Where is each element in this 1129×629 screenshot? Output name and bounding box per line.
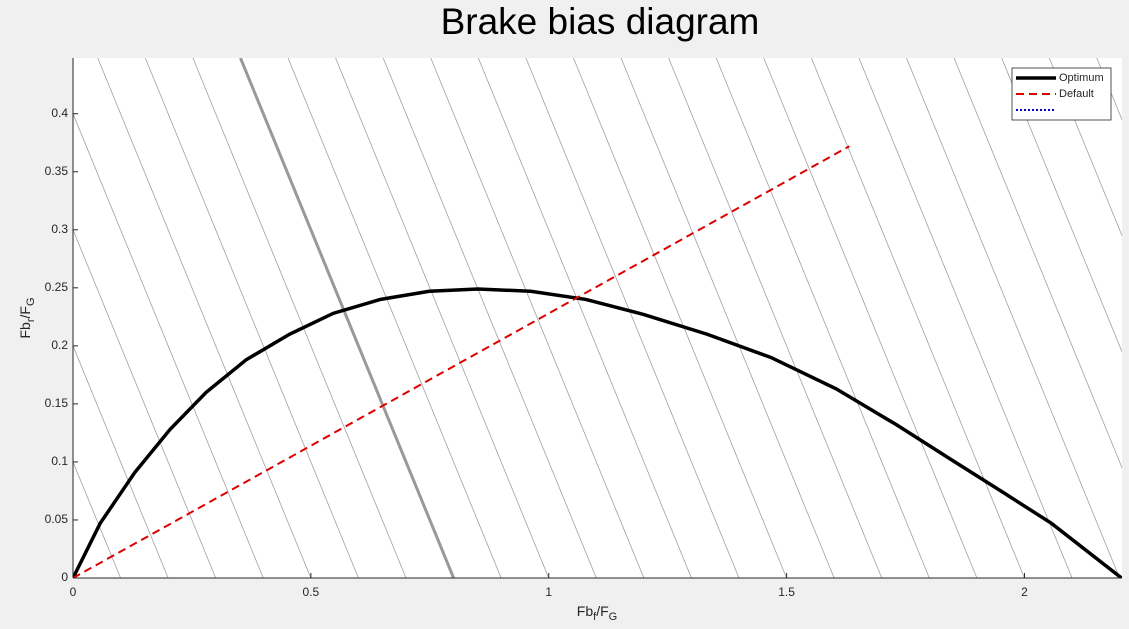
- y-tick-label: 0.2: [51, 338, 68, 352]
- decel-line: [73, 344, 169, 578]
- decel-line: [192, 58, 407, 578]
- label-part: Fb: [17, 322, 33, 339]
- x-axis-label: Fbf/FG: [577, 603, 617, 623]
- decel-line: [906, 58, 1120, 578]
- x-tick-label: 1: [545, 585, 552, 599]
- label-sub: f: [593, 611, 597, 623]
- label-part: /F: [17, 306, 33, 318]
- y-axis-label: Fbr/FG: [17, 297, 37, 338]
- label-part: /F: [596, 603, 608, 619]
- decel-line: [144, 58, 359, 578]
- plot-area: [73, 58, 1122, 578]
- x-tick-label: 1.5: [778, 585, 795, 599]
- y-tick-label: 0.15: [45, 396, 69, 410]
- decel-line: [668, 58, 883, 578]
- decel-line: [335, 58, 550, 578]
- decel-line: [810, 58, 1025, 578]
- y-tick-label: 0.35: [45, 164, 69, 178]
- y-tick-label: 0.25: [45, 280, 69, 294]
- x-tick-label: 0.5: [303, 585, 320, 599]
- legend: Optimum Default: [1011, 67, 1112, 121]
- series-line: [73, 145, 850, 578]
- y-tick-label: 0.1: [51, 454, 68, 468]
- y-tick-label: 0.4: [51, 106, 68, 120]
- decel-line: [573, 58, 787, 578]
- label-sub: r: [25, 318, 37, 322]
- highlight-decel-line: [239, 58, 455, 578]
- decel-line: [953, 58, 1122, 469]
- label-part: Fb: [577, 603, 594, 619]
- decel-line: [73, 112, 264, 578]
- decel-line: [715, 58, 930, 578]
- decel-line: [763, 58, 978, 578]
- decel-line: [477, 58, 692, 578]
- decel-line: [97, 58, 312, 578]
- series-line: [73, 287, 1122, 578]
- decel-line: [1048, 58, 1122, 237]
- legend-label: Default: [1059, 88, 1094, 100]
- label-sub: G: [609, 611, 618, 623]
- y-tick-label: 0.05: [45, 512, 69, 526]
- decel-line: [73, 228, 217, 578]
- decel-line: [287, 58, 502, 578]
- label-sub: G: [25, 297, 37, 306]
- x-tick-label: 2: [1021, 585, 1028, 599]
- chart-title: Brake bias diagram: [441, 1, 760, 42]
- y-tick-label: 0: [61, 570, 68, 584]
- decel-line: [382, 58, 597, 578]
- decel-line: [858, 58, 1073, 578]
- plot-layer: [73, 58, 1122, 578]
- decel-line: [620, 58, 835, 578]
- decel-line: [430, 58, 645, 578]
- decel-line: [73, 460, 121, 578]
- legend-label: Optimum: [1059, 72, 1104, 84]
- y-tick-label: 0.3: [51, 222, 68, 236]
- decel-line: [1001, 58, 1122, 353]
- x-tick-label: 0: [70, 585, 77, 599]
- decel-line: [525, 58, 740, 578]
